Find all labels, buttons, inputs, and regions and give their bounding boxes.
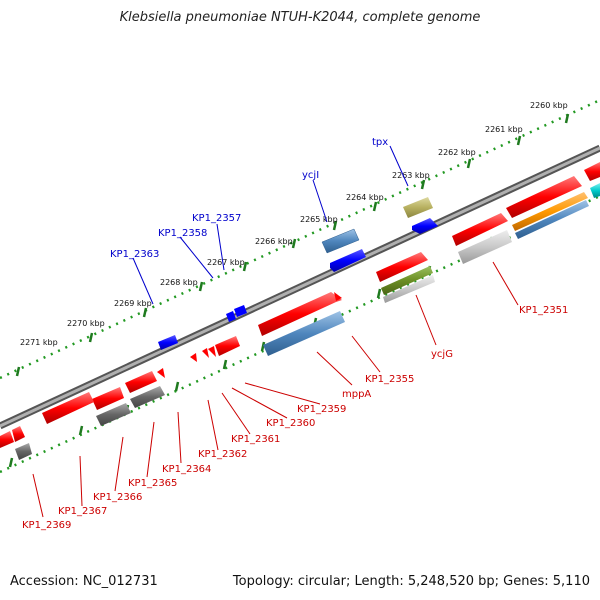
- gene-label-KP1_2366: KP1_2366: [93, 492, 142, 503]
- gene-KP1_2367-b[interactable]: [96, 403, 131, 426]
- gene-ycjG-lower[interactable]: [383, 275, 435, 303]
- gene-KP1_2365[interactable]: [125, 371, 157, 393]
- reverse-strand-features[interactable]: [158, 197, 438, 350]
- gene-KP1_2351-b[interactable]: [458, 230, 512, 264]
- gene-label-KP1_2363: KP1_2363: [110, 249, 159, 260]
- gene-KP1_2362[interactable]: [202, 348, 209, 358]
- map-title: Klebsiella pneumoniae NTUH-K2044, comple…: [119, 10, 481, 25]
- gene-small-red[interactable]: [334, 292, 342, 301]
- gene-label-KP1_2360: KP1_2360: [266, 418, 315, 429]
- gene-label-KP1_2369: KP1_2369: [22, 520, 71, 531]
- gene-red-edge-left[interactable]: [0, 431, 14, 448]
- top-gene-labels: tpx ycjI KP1_2357 KP1_2358 KP1_2363: [110, 137, 388, 260]
- gene-KP1_2367-a[interactable]: [92, 387, 124, 410]
- gene-label-KP1_2351: KP1_2351: [519, 305, 568, 316]
- gene-label-mppA: mppA: [342, 389, 371, 400]
- kbp-label: 2263 kbp: [392, 171, 430, 180]
- gene-KP1_2355[interactable]: [258, 292, 342, 336]
- kbp-label: 2266 kbp: [255, 237, 293, 246]
- gene-label-KP1_2365: KP1_2365: [128, 478, 177, 489]
- scale-labels: 2260 kbp 2261 kbp 2262 kbp 2263 kbp 2264…: [20, 101, 568, 347]
- gene-KP1_2364[interactable]: [157, 368, 165, 378]
- kbp-label: 2261 kbp: [485, 125, 523, 134]
- top-leader-lines: [132, 145, 409, 305]
- gene-label-KP1_2355: KP1_2355: [365, 374, 414, 385]
- kbp-label: 2267 kbp: [207, 258, 245, 267]
- genome-backbone-highlight: [0, 146, 600, 428]
- forward-strand-features[interactable]: [0, 162, 600, 460]
- kbp-label: 2260 kbp: [530, 101, 568, 110]
- genome-summary-text: Topology: circular; Length: 5,248,520 bp…: [232, 574, 590, 589]
- gene-blue-reverse[interactable]: [330, 249, 366, 272]
- gene-KP1_2369-a[interactable]: [12, 426, 25, 442]
- gene-mppA[interactable]: [263, 311, 345, 356]
- gene-label-KP1_2359: KP1_2359: [297, 404, 346, 415]
- gene-steel-small[interactable]: [515, 200, 589, 239]
- gene-label-tpx: tpx: [372, 137, 388, 148]
- kbp-label: 2265 kbp: [300, 215, 338, 224]
- gene-red-edge[interactable]: [584, 162, 600, 181]
- gene-KP1_2369[interactable]: [15, 443, 32, 460]
- gene-KP1_2357[interactable]: [234, 305, 247, 317]
- gene-KP1_2360[interactable]: [208, 346, 216, 357]
- gene-red-forward-k[interactable]: [42, 392, 94, 424]
- gene-KP1_2366[interactable]: [130, 386, 165, 408]
- gene-ycjG[interactable]: [381, 266, 433, 295]
- gene-ycjI-homolog[interactable]: [321, 228, 360, 254]
- bottom-leader-lines: [32, 261, 519, 518]
- kbp-label: 2270 kbp: [67, 319, 105, 328]
- kbp-label: 2271 kbp: [20, 338, 58, 347]
- gene-orange[interactable]: [512, 192, 588, 231]
- gene-label-KP1_2357: KP1_2357: [192, 213, 241, 224]
- gene-KP1_2358[interactable]: [226, 311, 236, 322]
- gene-red-forward-e[interactable]: [506, 176, 582, 218]
- kbp-label: 2268 kbp: [160, 278, 198, 287]
- gene-blue-reverse-2[interactable]: [412, 218, 438, 234]
- gene-KP1_2363[interactable]: [158, 335, 178, 350]
- gene-KP1_2351-a[interactable]: [452, 213, 508, 246]
- gene-label-ycjG: ycjG: [431, 349, 453, 360]
- gene-label-KP1_2367: KP1_2367: [58, 506, 107, 517]
- gene-cyan-edge[interactable]: [590, 183, 600, 198]
- accession-text: Accession: NC_012731: [10, 574, 158, 589]
- gene-tpx[interactable]: [403, 197, 433, 218]
- outer-major-ticks: [15, 113, 570, 377]
- gene-KP1_2359[interactable]: [215, 336, 240, 356]
- gene-label-ycjI: ycjI: [302, 170, 319, 181]
- gene-KP1_2361[interactable]: [190, 353, 197, 362]
- gene-label-KP1_2362: KP1_2362: [198, 449, 247, 460]
- kbp-label: 2264 kbp: [346, 193, 384, 202]
- kbp-label: 2262 kbp: [438, 148, 476, 157]
- gene-label-KP1_2358: KP1_2358: [158, 228, 207, 239]
- gene-label-KP1_2364: KP1_2364: [162, 464, 211, 475]
- kbp-label: 2269 kbp: [114, 299, 152, 308]
- gene-ycjG-upper[interactable]: [376, 252, 428, 282]
- bottom-gene-labels: KP1_2351 ycjG KP1_2355 mppA KP1_2359 KP1…: [22, 305, 568, 531]
- gene-label-KP1_2361: KP1_2361: [231, 434, 280, 445]
